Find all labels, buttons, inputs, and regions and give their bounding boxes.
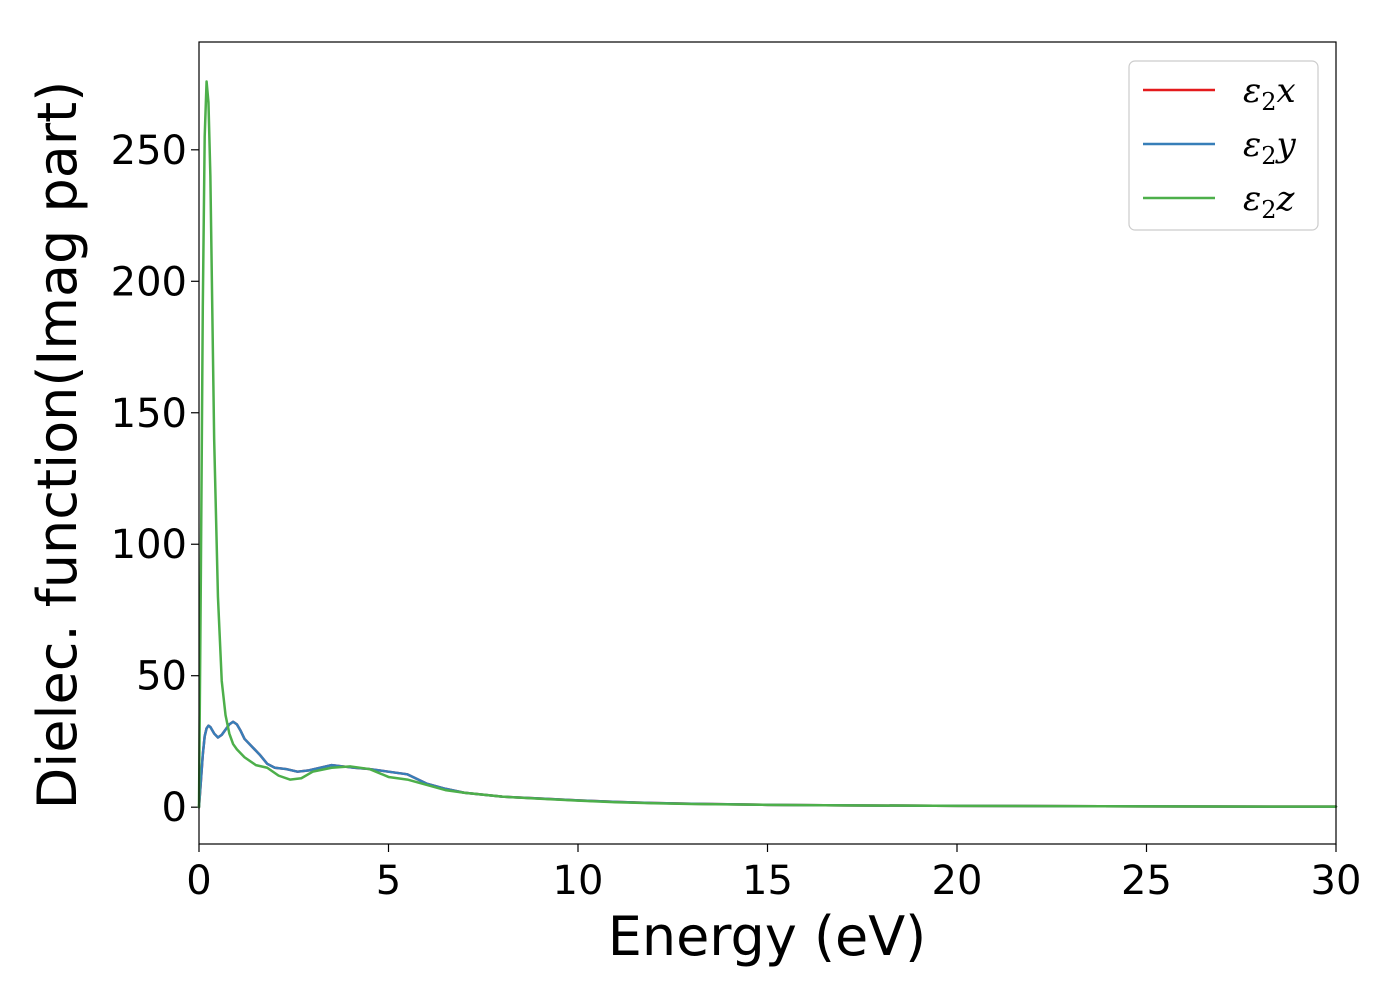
x-tick-label: 15 [742,858,793,904]
legend: ε2x ε2y ε2z [1128,60,1319,231]
legend-label-y: ε2y [1243,125,1297,170]
y-tick-label: 150 [111,391,187,437]
x-axis-title: Energy (eV) [608,905,927,968]
x-tick-label: 0 [186,858,211,904]
y-tick-label: 100 [111,522,187,568]
y-axis-ticks: 0 50 100 150 200 250 [111,128,199,831]
y-axis-title: Dielec. function(Imag part) [26,81,89,810]
legend-entries: ε2x ε2y ε2z [1143,71,1297,224]
legend-frame [1128,60,1319,231]
y-tick-label: 200 [111,259,187,305]
legend-label-x: ε2x [1243,71,1296,116]
x-tick-label: 30 [1311,858,1362,904]
x-tick-label: 20 [932,858,983,904]
x-tick-label: 25 [1121,858,1172,904]
x-tick-label: 5 [376,858,401,904]
y-tick-label: 0 [162,785,187,831]
series-line-z [197,80,1338,809]
series-lines [197,80,1338,809]
plot-frame [198,41,1337,845]
legend-label-z: ε2z [1243,179,1296,224]
y-tick-label: 250 [111,128,187,174]
x-tick-label: 10 [553,858,604,904]
y-tick-label: 50 [136,654,187,700]
x-axis-ticks: 0 5 10 15 20 25 30 [186,844,1361,904]
